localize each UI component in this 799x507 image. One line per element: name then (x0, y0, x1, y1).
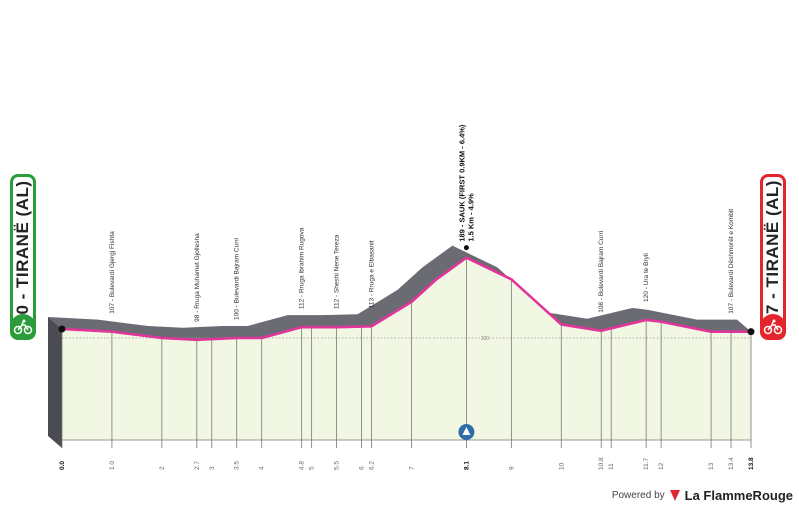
waypoint-label: 112 - Rruga Ibrahim Rugova (299, 227, 306, 309)
km-tick-label: 3.5 (234, 461, 241, 470)
brand-name: La FlammeRouge (684, 488, 793, 503)
footer: Powered by La FlammeRouge (612, 488, 793, 503)
km-tick-label: 4.8 (299, 461, 306, 470)
km-tick-label: 3 (209, 466, 216, 470)
waypoint-label: 100 - Bulevardi Bajram Curri (234, 238, 241, 320)
mountain-icon (462, 427, 471, 435)
km-tick-label: 2.7 (194, 461, 201, 470)
cyclist-icon (10, 314, 36, 340)
start-dot (58, 325, 66, 333)
km-tick-label: 5.5 (334, 461, 341, 470)
km-tick-label: 0.0 (59, 461, 66, 470)
waypoint-label: 107 - Bulevardi Dëshmorët e Kombit (728, 209, 735, 314)
km-tick-label: 10.8 (598, 457, 605, 470)
km-tick-label: 11 (608, 463, 615, 470)
km-tick-label: 10 (558, 462, 565, 470)
waypoint-label: 120 - Ura te Bryli (643, 253, 650, 302)
waypoint-label: 108 - Bulevardi Bajram Curri (598, 231, 605, 313)
km-tick-label: 6 (359, 466, 366, 470)
climb-sublabel: 1.5 Km - 4.9% (466, 193, 475, 242)
waypoint-label: 98 - Rruga Muhamet Gjollesha (194, 233, 201, 322)
terrain-top-band (48, 245, 751, 340)
climb-label: 189 - SAUK (FIRST 0.9KM - 6.4%) (457, 124, 466, 242)
km-tick-label: 13.4 (728, 457, 735, 470)
km-tick-label: 9 (508, 466, 515, 470)
km-tick-label: 4 (259, 466, 266, 470)
km-tick-label: 5 (309, 466, 316, 470)
start-badge: 110 - TIRANË (AL) (10, 174, 36, 340)
waypoint-label: 107 - Bulevardi Gjergj Fishta (109, 231, 116, 314)
km-tick-label: 1.0 (109, 461, 116, 470)
terrain-side-wall (48, 316, 62, 448)
summit-dot (463, 245, 469, 251)
km-tick-label: 8.1 (463, 461, 470, 470)
km-tick-label: 13.8 (748, 457, 755, 470)
start-label: 110 - TIRANË (AL) (13, 180, 32, 334)
waypoint-label: 112 - Sheshi Nene Tereza (334, 234, 341, 309)
finish-label: 107 - TIRANË (AL) (763, 180, 782, 334)
km-tick-label: 7 (408, 466, 415, 470)
km-tick-label: 13 (708, 462, 715, 470)
km-tick-label: 12 (658, 462, 665, 470)
km-tick-label: 6.2 (369, 461, 376, 470)
cyclist-icon (760, 314, 786, 340)
finish-dot (747, 328, 755, 336)
route-line (61, 256, 751, 342)
powered-by-text: Powered by (611, 490, 665, 501)
profile-area (62, 257, 751, 440)
waypoint-label: 113 - Rruga e Elbasanit (369, 240, 376, 308)
flame-icon (669, 490, 680, 501)
finish-badge: 107 - TIRANË (AL) (760, 174, 786, 340)
reference-label: 100 (481, 336, 490, 342)
km-tick-label: 11.7 (643, 457, 650, 470)
km-tick-label: 2 (159, 466, 166, 470)
